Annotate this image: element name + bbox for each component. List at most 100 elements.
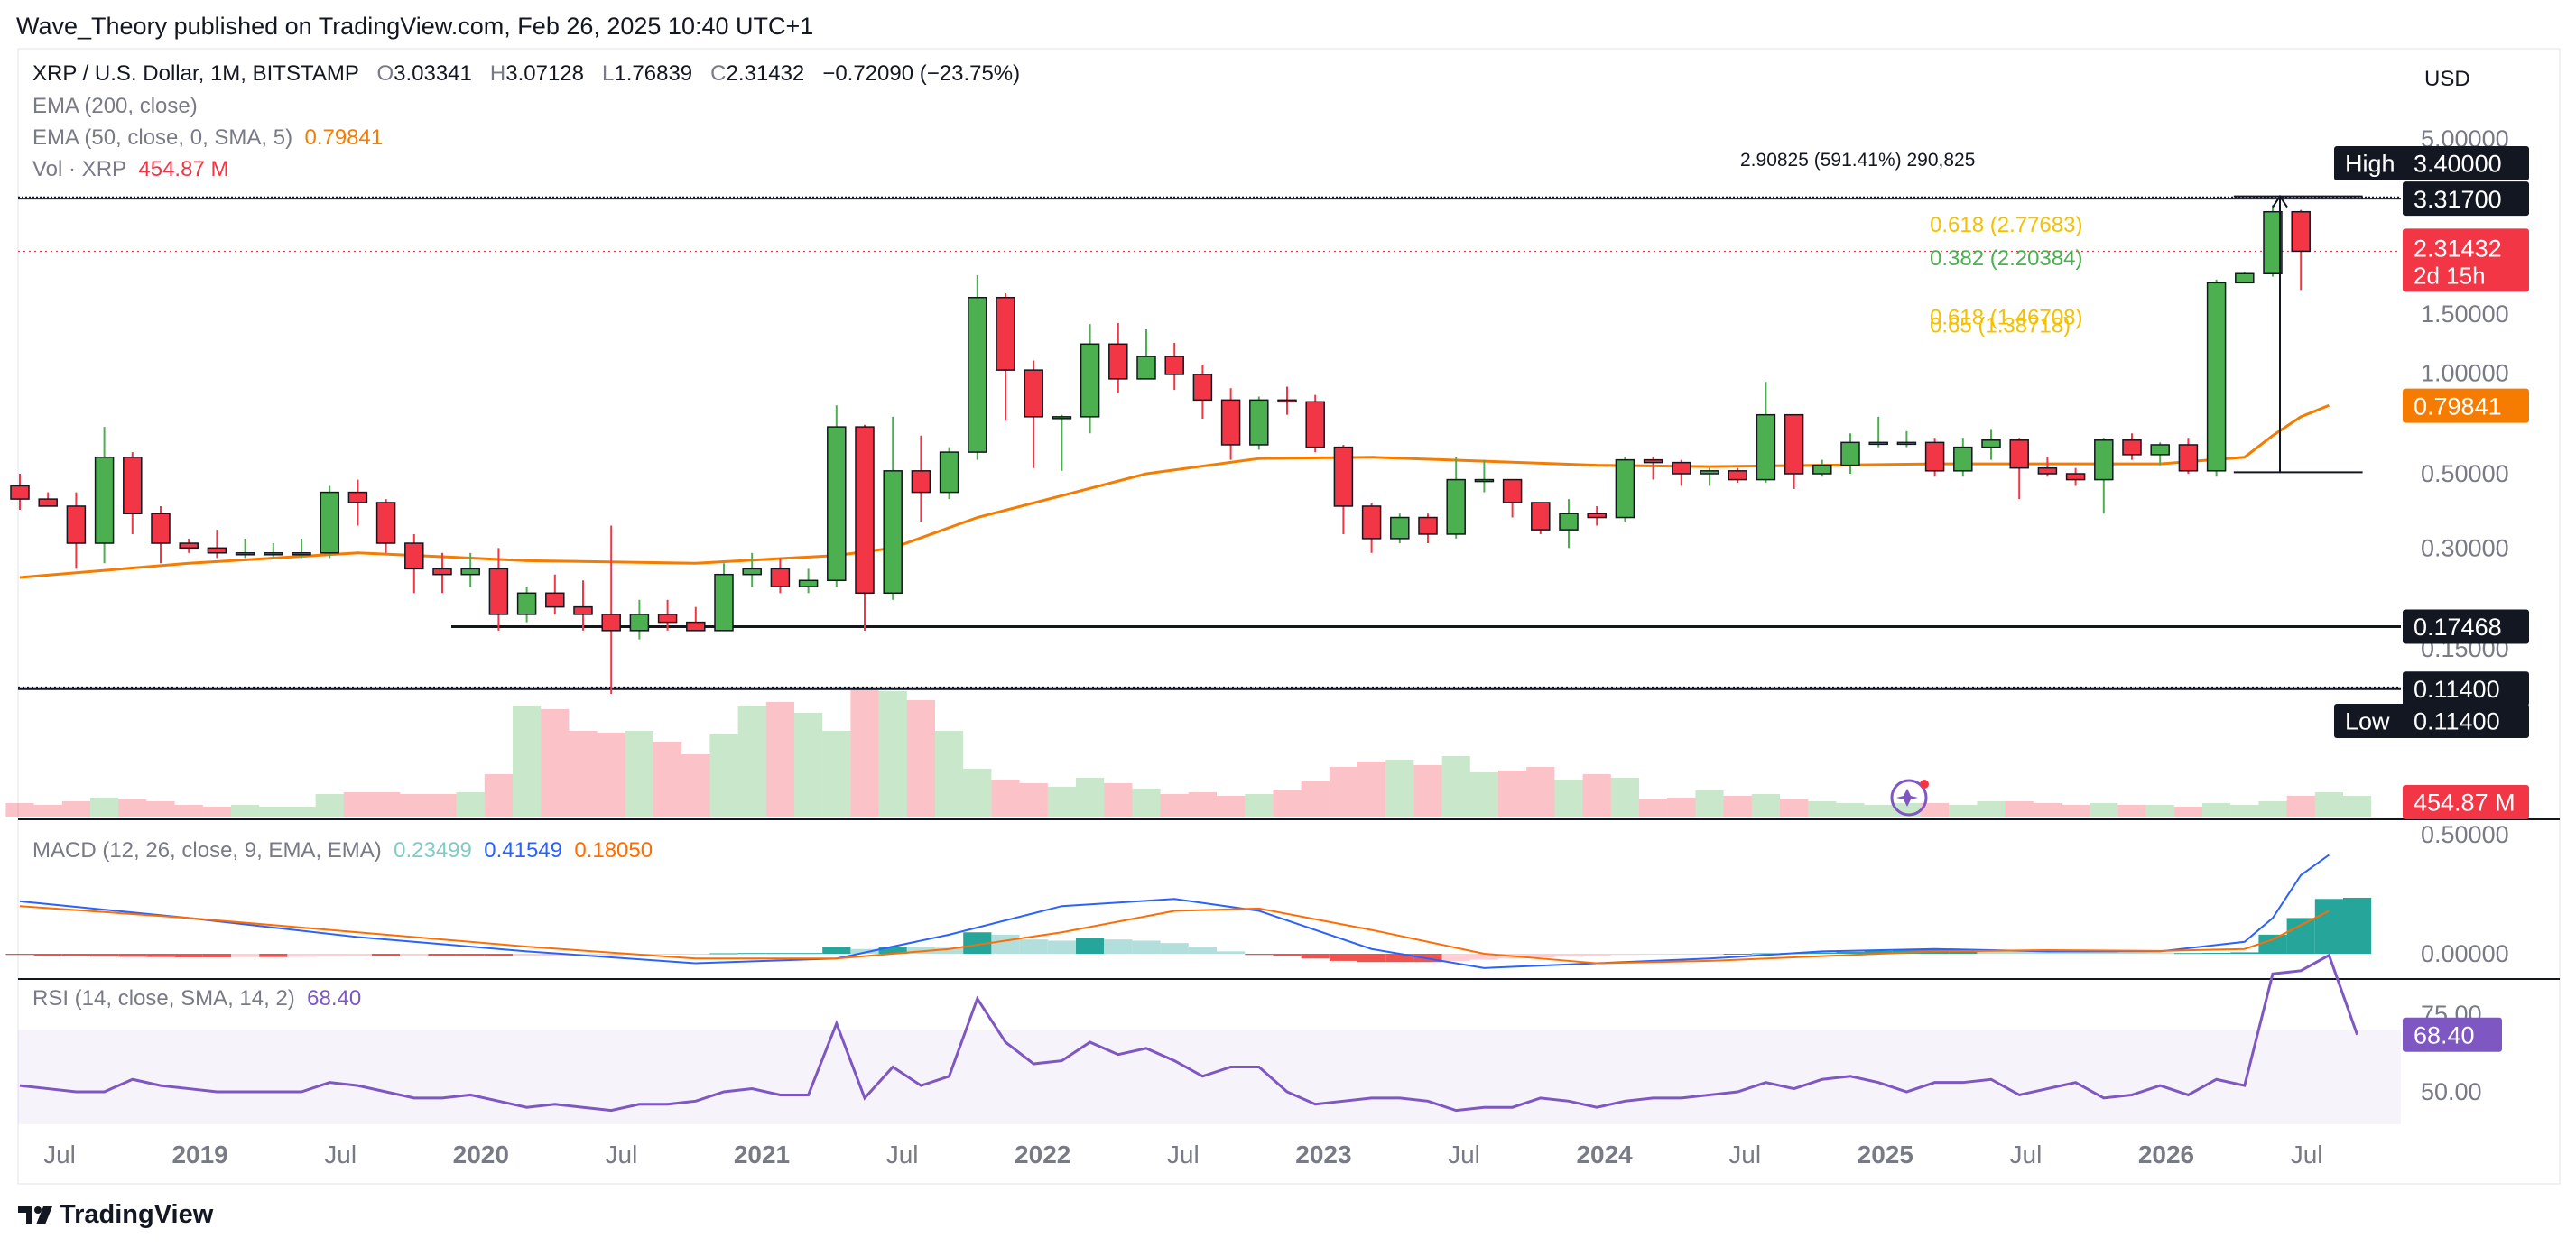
candle (1305, 394, 1325, 453)
macd-histogram-bar (1582, 954, 1611, 956)
candle-body (939, 451, 959, 494)
candle (827, 405, 847, 587)
candle-body (1896, 441, 1917, 446)
legend-macd[interactable]: MACD (12, 26, close, 9, EMA, EMA) 0.2349… (32, 838, 653, 864)
fib-level-label[interactable]: 0.382 (2.20384) (1930, 246, 2082, 271)
volume-bar (906, 700, 935, 817)
macd-histogram-bar (118, 954, 147, 957)
low-tag-text: Low (2345, 708, 2390, 735)
candle-body (2206, 282, 2227, 472)
legend-ema50[interactable]: EMA (50, close, 0, SMA, 5) 0.79841 (32, 125, 383, 151)
macd-histogram-bar (231, 954, 260, 957)
candle-body (714, 573, 734, 632)
legend-ema200[interactable]: EMA (200, close) (32, 94, 198, 119)
legend-rsi[interactable]: RSI (14, close, SMA, 14, 2) 68.40 (32, 986, 361, 1011)
volume-bar (2062, 805, 2090, 817)
ema-price-tag: 0.79841 (2403, 388, 2529, 423)
currency-button[interactable]: USD (2412, 61, 2542, 97)
volume-bar (1864, 805, 1893, 817)
price-tick-label: 1.00000 (2421, 359, 2509, 386)
volume-bar (1357, 762, 1386, 817)
sparkle-icon[interactable] (1890, 779, 1929, 817)
volume-bar (2033, 803, 2062, 817)
volume-bar (1273, 790, 1302, 817)
candle (545, 574, 565, 614)
macd-histogram-bar (1301, 954, 1330, 959)
time-tick-label: 2022 (1015, 1141, 1070, 1168)
price-tick-label: 0.30000 (2421, 534, 2509, 561)
rsi-value-tag: 68.40 (2403, 1017, 2502, 1052)
candle (1277, 386, 1297, 415)
candle (1164, 342, 1184, 391)
fib-level-label[interactable]: 0.618 (2.77683) (1930, 213, 2082, 237)
legend-macd-line: 0.41549 (484, 838, 562, 863)
macd-histogram-bar (1554, 954, 1583, 957)
macd-histogram-bar (33, 954, 62, 956)
candle-body (404, 542, 424, 570)
time-axis[interactable]: Jul 2019 Jul 2020 Jul 2021 Jul 2022 Jul 2023 Jul 20… (43, 1141, 2322, 1168)
candle-body (1277, 399, 1297, 403)
candle-body (1080, 343, 1100, 418)
fib-level-label[interactable]: 0.618 (1.46708) (1930, 306, 2082, 330)
macd-histogram-bar (906, 947, 935, 954)
time-tick-label: Jul (1167, 1141, 1200, 1168)
volume-bar (1441, 756, 1470, 817)
candle-body (179, 542, 199, 550)
legend-macd-label: MACD (12, 26, close, 9, EMA, EMA) (32, 838, 382, 863)
macd-histogram-bar (61, 954, 90, 956)
candle-body (968, 296, 987, 453)
volume-bars (5, 688, 2372, 817)
tradingview-brand[interactable]: TradingView (18, 1200, 213, 1230)
candle-body (1305, 401, 1325, 448)
candle (38, 492, 58, 507)
candle (1390, 513, 1410, 544)
candle-body (2178, 444, 2199, 472)
legend-volume[interactable]: Vol · XRP 454.87 M (32, 157, 228, 182)
macd-histogram-bar (5, 954, 34, 956)
candle-body (516, 592, 537, 615)
candle-body (1868, 441, 1888, 446)
volume-bar (2173, 807, 2202, 817)
volume-bar (456, 792, 485, 817)
candle-body (1756, 413, 1776, 481)
macd-histogram-bar (1836, 951, 1865, 954)
macd-histogram-bar (2005, 950, 2034, 954)
fib-level-label[interactable]: 0.65 (1.38718) (1930, 314, 2071, 338)
candle-body (1136, 356, 1156, 380)
macd-histogram-bar (794, 953, 823, 955)
candle-body (629, 614, 650, 632)
macd-histogram-bar (2314, 899, 2343, 954)
volume-bar (1582, 774, 1611, 817)
macd-pane: 0.50000 0.00000 (5, 821, 2509, 969)
candle (320, 485, 339, 559)
candle-body (1249, 399, 1269, 446)
macd-histogram-bar (597, 954, 625, 956)
candle-body (1784, 413, 1804, 475)
legend-symbol-row: XRP / U.S. Dollar, 1M, BITSTAMP O3.03341… (32, 61, 1020, 87)
candle-body (1024, 369, 1043, 418)
time-tick-label: Jul (43, 1141, 76, 1168)
candle (629, 599, 650, 640)
candle (2291, 209, 2311, 291)
candle-body (1446, 478, 1466, 535)
volume-bar (737, 706, 766, 817)
candle (1953, 438, 1973, 477)
macd-histogram-bar (2145, 953, 2174, 955)
legend-symbol[interactable]: XRP / U.S. Dollar, 1M, BITSTAMP (32, 61, 359, 86)
time-tick-label: 2024 (1576, 1141, 1633, 1168)
candle-body (1361, 505, 1382, 540)
rsi-tick-label: 50.00 (2421, 1078, 2482, 1105)
volume-bar (850, 688, 879, 817)
macd-histogram-bar (1104, 939, 1133, 954)
low-value-tag-text: 0.11400 (2414, 708, 2500, 735)
volume-bar (1977, 801, 2006, 817)
candle (1643, 457, 1663, 480)
candle-body (1220, 399, 1241, 446)
fibonacci-levels[interactable]: 0.618 (2.77683) 0.382 (2.20384) 0.618 (1.4… (1930, 213, 2082, 338)
candle (996, 293, 1015, 421)
price-range-measure[interactable]: 2.90825 (591.41%) 290,825 (1740, 150, 2363, 474)
low-value-tag: 0.11400 (2403, 704, 2529, 738)
candle (657, 599, 678, 631)
